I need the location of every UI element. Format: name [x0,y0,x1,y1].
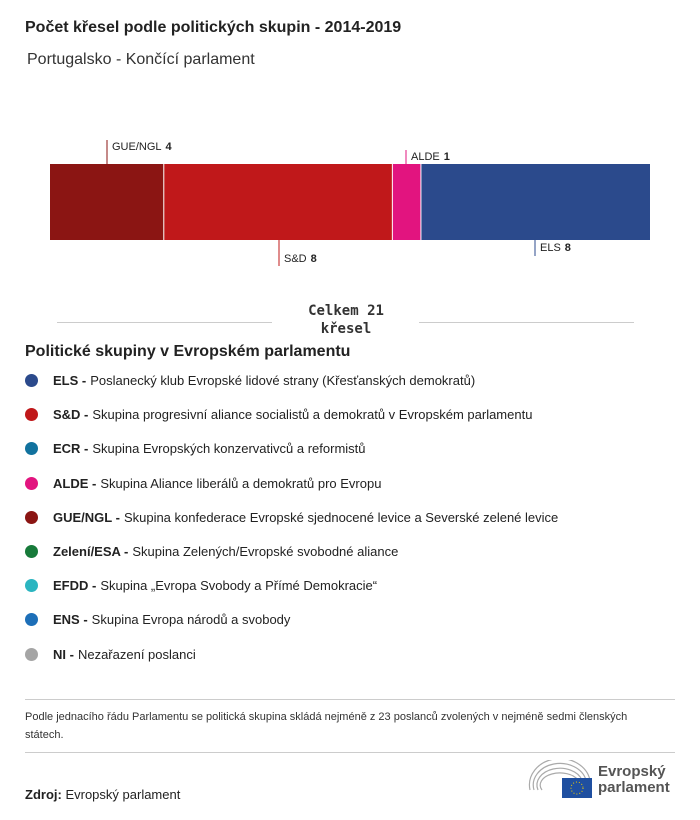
legend-desc: Poslanecký klub Evropské lidové strany (… [90,373,476,388]
legend-color-dot [25,408,38,422]
segment-label: S&D 8 [284,253,317,265]
segment-name: ELS [540,242,561,254]
legend-item: ECR - Skupina Evropských konzervativců a … [25,441,366,456]
source-label: Zdroj: [25,787,62,802]
legend-desc: Skupina konfederace Evropské sjednocené … [123,509,559,525]
legend-item: NI - Nezařazení poslanci [25,647,196,662]
legend-item: ALDE - Skupina Aliance liberálů a demokra… [25,476,381,491]
divider-left [57,322,272,323]
chart-subtitle: Portugalsko - Končící parlament [27,51,255,68]
footnote: Podle jednacího řádu Parlamentu se polit… [25,711,628,741]
segment-value: 1 [444,151,450,163]
divider [25,699,675,700]
legend-color-dot [25,647,38,661]
legend-color-dot [25,442,38,456]
segment-value: 8 [565,242,571,254]
logo-line2: parlament [598,779,670,796]
legend-item: EFDD - Skupina „Evropa Svobody a Přímé De… [25,578,377,593]
legend-item: S&D - Skupina progresivní aliance sociali… [25,407,532,422]
bar-segment-alde [392,164,421,240]
legend-desc: Skupina Aliance liberálů a demokratů pro… [100,475,382,491]
legend-title: Politické skupiny v Evropském parlamentu [25,343,351,360]
divider [25,752,675,753]
legend-color-dot [25,579,38,593]
total-seats: Celkem 21 křesel [274,302,418,338]
segment-label: ELS 8 [540,242,571,254]
legend-color-dot [25,476,38,490]
legend-desc: Skupina Evropských konzervativců a refor… [92,441,366,457]
bar-segment-els [421,164,650,240]
segment-label: ALDE 1 [411,151,450,163]
legend-item: GUE/NGL - Skupina konfederace Evropské sj… [25,510,558,525]
seat-bar-chart: GUE/NGL 4 S&D 8 ALDE 1 ELS 8 [50,140,650,266]
segment-name: ALDE [411,151,440,163]
total-line2: křesel [320,321,372,337]
legend-abbr: ENS - [53,612,88,628]
source-value: Evropský parlament [65,787,181,802]
segment-name: S&D [284,253,307,265]
segment-value: 4 [166,141,173,153]
legend-desc: Skupina Evropa národů a svobody [91,612,291,628]
legend-color-dot [25,510,38,524]
legend-abbr: ECR - [53,441,89,457]
legend-desc: Skupina „Evropa Svobody a Přímé Demokrac… [100,578,378,594]
source: Zdroj: Evropský parlament [25,787,180,802]
logo-line1: Evropský [598,763,666,780]
legend-abbr: Zelení/ESA - [53,544,129,559]
ep-logo: Evropský parlament [528,760,670,800]
bar-segment-guengl [50,164,164,240]
legend-abbr: NI - [53,646,74,662]
divider-right [419,322,634,323]
legend-abbr: S&D - [53,407,89,423]
segment-label: GUE/NGL 4 [112,141,173,153]
total-line1: Celkem 21 [308,303,384,319]
legend-abbr: ALDE - [53,475,97,491]
segment-name: GUE/NGL [112,141,162,153]
parliament-hemicycle-icon [528,760,592,798]
legend-item: Zelení/ESA - Skupina Zelených/Evropské sv… [25,544,398,559]
bar-segment-sd [164,164,392,240]
legend-desc: Skupina progresivní aliance socialistů a… [92,407,533,423]
legend-color-dot [25,613,38,627]
legend-abbr: GUE/NGL - [53,509,120,525]
chart-title: Počet křesel podle politických skupin - … [25,19,402,36]
legend-item: ELS - Poslanecký klub Evropské lidové str… [25,373,475,388]
segment-value: 8 [311,253,317,265]
legend-item: ENS - Skupina Evropa národů a svobody [25,612,290,627]
legend-color-dot [25,374,38,387]
legend-desc: Skupina Zelených/Evropské svobodné alian… [132,544,399,559]
legend-abbr: ELS - [53,373,87,388]
legend-abbr: EFDD - [53,578,97,594]
legend-color-dot [25,545,38,558]
legend-desc: Nezařazení poslanci [77,646,196,662]
